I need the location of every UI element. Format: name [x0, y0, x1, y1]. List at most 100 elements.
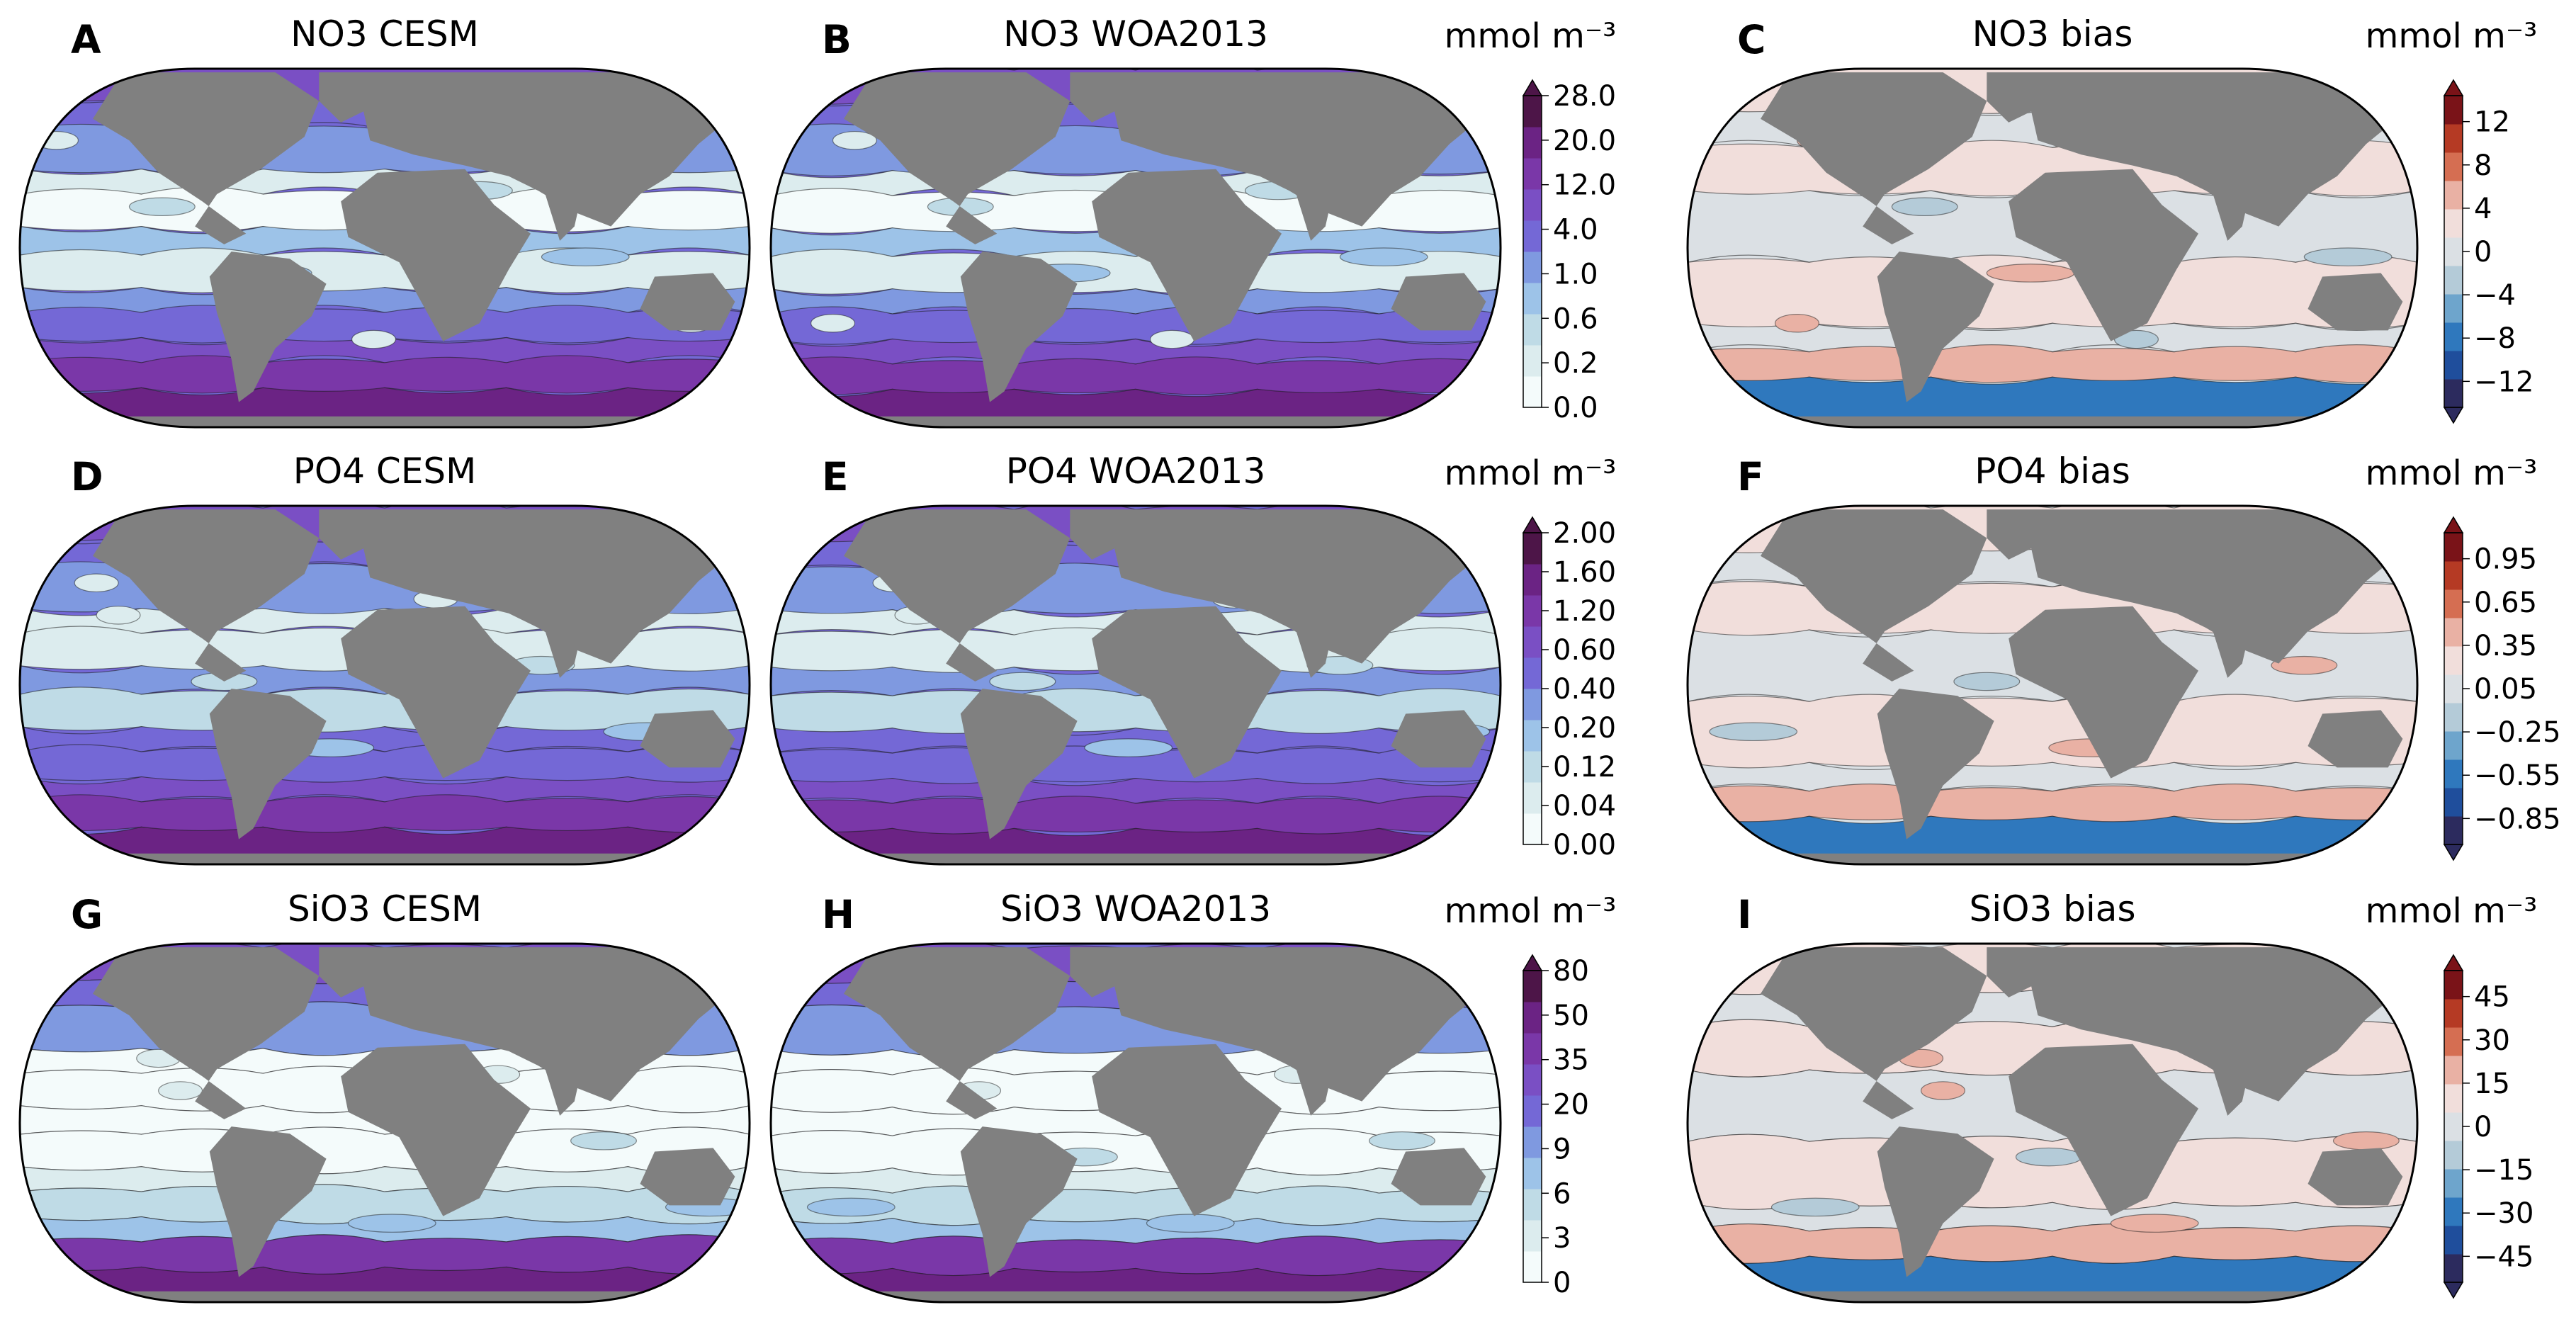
- colorbar-extend-max: [1522, 516, 1543, 533]
- contour-patch: [1770, 1197, 1860, 1217]
- colorbar-segment: [2444, 1197, 2463, 1226]
- colorbar-unit-label: mmol m⁻³: [1445, 891, 1617, 931]
- land-australia: [2307, 710, 2403, 768]
- colorbar-tick-label: −0.85: [2474, 803, 2561, 835]
- colorbar-segment: [2444, 703, 2463, 732]
- land-australia: [640, 273, 735, 331]
- field-layer: [1688, 506, 2417, 864]
- colorbar-tick-label: 1.0: [1553, 258, 1598, 290]
- land-antarctica: [20, 1291, 750, 1302]
- colorbar-tick-label: 45: [2474, 981, 2510, 1014]
- colorbar-frame: [1523, 95, 1542, 408]
- land-layer: [771, 509, 1501, 864]
- colorbar-segment: [1523, 689, 1542, 720]
- panel-title: NO3 bias: [1972, 13, 2133, 55]
- land-southAmerica: [209, 689, 327, 840]
- colorbar-extend-max: [2443, 79, 2464, 96]
- colorbar-segment: [2444, 1056, 2463, 1085]
- colorbar-tick-label: 0: [1553, 1267, 1571, 1299]
- contour-patch: [1368, 1131, 1435, 1151]
- contour-patch: [96, 606, 141, 625]
- colorbar-tick-label: 80: [1553, 955, 1589, 988]
- colorbar-segment: [1523, 1251, 1542, 1283]
- colorbar-concentration: mmol m⁻³ 0.0 0.2 0.6 1.0 4.0 12.0 20.0 28.0: [1445, 16, 1617, 424]
- contour-band: [1688, 1134, 2417, 1211]
- contour-band: [1688, 762, 2417, 792]
- panel-title: NO3 CESM: [290, 13, 479, 55]
- land-eurasia: [363, 509, 742, 664]
- land-greenland: [1987, 72, 2060, 123]
- land-southAmerica: [1877, 689, 1994, 840]
- colorbar-extend-min: [2443, 844, 2464, 861]
- field-layer: [20, 506, 750, 864]
- contour-patch: [2271, 655, 2338, 675]
- land-southAmerica: [960, 689, 1078, 840]
- contour-band: [20, 286, 750, 313]
- colorbar-segment: [2444, 96, 2463, 125]
- panel-title: SiO3 bias: [1969, 888, 2135, 929]
- panel-title: PO4 bias: [1975, 451, 2130, 492]
- colorbar-tick-label: −0.25: [2474, 716, 2561, 749]
- land-northAmerica: [1761, 947, 1987, 1119]
- map-outline: [18, 504, 751, 866]
- land-southAmerica: [209, 1126, 327, 1277]
- map-outline: [18, 67, 751, 429]
- panel-letter: E: [822, 454, 849, 499]
- colorbar-segment: [1523, 1158, 1542, 1189]
- land-greenland: [1070, 509, 1143, 560]
- land-antarctica: [1688, 853, 2417, 864]
- colorbar-segment: [1523, 96, 1542, 128]
- colorbar-segment: [2444, 124, 2463, 153]
- colorbar-segment: [1523, 1126, 1542, 1158]
- colorbar-tick-label: 0.35: [2474, 630, 2537, 662]
- colorbar-tick-label: 1.60: [1553, 556, 1616, 589]
- colorbar-bias: mmol m⁻³ −0.85 −0.55 −0.25 0.05 0.35 0.65 0.95: [2366, 453, 2561, 861]
- land-antarctica: [771, 416, 1501, 427]
- colorbar-tick-label: −30: [2474, 1197, 2533, 1230]
- field-layer: [1688, 69, 2417, 427]
- colorbar-segment: [1523, 189, 1542, 221]
- land-southAmerica: [960, 1126, 1078, 1277]
- land-southAmerica: [1877, 251, 1994, 402]
- colorbar-segment: [2444, 237, 2463, 266]
- land-antarctica: [20, 853, 750, 864]
- colorbar-segment: [1523, 220, 1542, 252]
- land-layer: [1688, 72, 2417, 427]
- land-eurasia: [1114, 509, 1493, 664]
- colorbar-frame: [1523, 970, 1542, 1283]
- field-layer: [20, 944, 750, 1302]
- panel-letter: A: [71, 17, 101, 62]
- land-africa: [2009, 169, 2198, 341]
- colorbar-tick-label: 0.00: [1553, 829, 1616, 861]
- land-layer: [771, 947, 1501, 1302]
- contour-patch: [2303, 247, 2393, 266]
- contour-patch: [1986, 264, 2075, 283]
- contour-patch: [810, 314, 856, 333]
- land-india: [545, 1069, 582, 1116]
- colorbar-tick-label: 0.95: [2474, 543, 2537, 576]
- land-eurasia: [1114, 72, 1493, 227]
- contour-patch: [128, 197, 196, 217]
- colorbar-tick-label: −15: [2474, 1154, 2533, 1187]
- colorbar-segment: [1523, 782, 1542, 814]
- colorbar-tick-label: 0.60: [1553, 634, 1616, 667]
- contour-patch: [989, 672, 1056, 691]
- map-panel-g: G SiO3 CESM: [18, 888, 751, 1304]
- colorbar-concentration: mmol m⁻³ 0 3 6 9 20 35 50 80: [1445, 891, 1617, 1299]
- colorbar-segment: [2444, 294, 2463, 323]
- colorbar-segment: [1523, 283, 1542, 315]
- colorbar-tick-label: 0.05: [2474, 673, 2537, 706]
- land-africa: [2009, 606, 2198, 779]
- contour-patch: [158, 1081, 203, 1100]
- colorbar-tick-label: 8: [2474, 149, 2492, 182]
- colorbar-segment: [1523, 158, 1542, 190]
- colorbar-extend-max: [2443, 516, 2464, 533]
- land-eurasia: [2030, 72, 2410, 227]
- colorbar-segment: [1523, 1095, 1542, 1127]
- colorbar-tick-label: 0.65: [2474, 587, 2537, 619]
- contour-patch: [1149, 329, 1194, 349]
- colorbar-tick-label: 30: [2474, 1024, 2510, 1057]
- colorbar-tick-label: 4: [2474, 193, 2492, 225]
- field-layer: [1688, 944, 2417, 1302]
